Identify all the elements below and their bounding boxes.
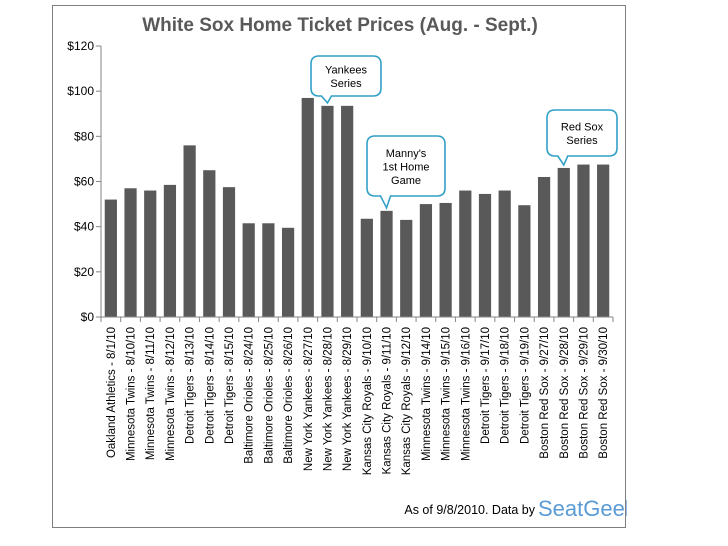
x-tick-label: Minnesota Twins - 9/15/10 [441, 327, 453, 461]
x-tick-label: Boston Red Sox - 9/30/10 [598, 327, 610, 459]
bar [183, 145, 196, 317]
x-tick-label: Detroit Tigers - 8/13/10 [185, 327, 197, 444]
x-tick-label: Oakland Athletics - 8/1/10 [106, 327, 118, 458]
bar [281, 227, 295, 317]
bar [478, 193, 492, 317]
bar [518, 205, 531, 317]
bar [203, 170, 216, 317]
y-tick-label: $100 [67, 84, 94, 98]
callout-bubble [310, 55, 382, 105]
footer: As of 9/8/2010. Data by SeatGeek [404, 496, 627, 521]
x-tick-label: New York Yankees - 8/28/10 [322, 327, 334, 471]
chart-title: White Sox Home Ticket Prices (Aug. - Sep… [142, 15, 538, 36]
bar [577, 164, 590, 317]
chart-svg: White Sox Home Ticket Prices (Aug. - Sep… [67, 15, 627, 521]
bar [557, 167, 570, 317]
x-tick-label: Baltimore Orioles - 8/26/10 [283, 327, 295, 464]
bar [301, 97, 314, 317]
bar [163, 184, 177, 317]
x-tick-label: Boston Red Sox - 9/28/10 [559, 327, 571, 459]
x-tick-label: Minnesota Twins - 8/12/10 [165, 327, 177, 461]
x-tick-label: Kansas City Royals - 9/11/10 [382, 327, 394, 474]
x-tick-label: Baltimore Orioles - 8/25/10 [263, 327, 275, 464]
y-tick-label: $120 [67, 39, 94, 53]
bars [104, 97, 610, 318]
callout-bubble [546, 109, 618, 167]
bar [537, 176, 551, 317]
x-tick-label: Minnesota Twins - 9/16/10 [460, 327, 472, 461]
x-tick-label: Minnesota Twins - 9/14/10 [421, 327, 433, 461]
bar [459, 190, 472, 317]
bar [341, 105, 354, 318]
callout-text: Series [330, 78, 362, 90]
callout-text: 1st Home [382, 161, 429, 173]
x-tick-label: Minnesota Twins - 8/10/10 [126, 327, 138, 461]
bar [400, 219, 413, 317]
seatgeek-logo: SeatGeek [538, 496, 627, 521]
x-tick-label: Detroit Tigers - 9/19/10 [519, 327, 531, 444]
x-tick-label: Kansas City Royals - 9/12/10 [401, 327, 413, 475]
bar [144, 190, 157, 317]
x-axis: Oakland Athletics - 8/1/10 Minnesota Twin… [100, 316, 614, 475]
x-tick-label: Boston Red Sox - 9/29/10 [578, 327, 590, 459]
callout-text: Yankees [325, 65, 367, 77]
callout-text: Red Sox [561, 122, 604, 134]
bar [242, 223, 255, 317]
x-tick-label: Kansas City Royals - 9/10/10 [362, 327, 374, 475]
bar [498, 190, 511, 317]
bar [124, 188, 137, 317]
footer-text: As of 9/8/2010. Data by [404, 503, 535, 517]
x-tick-label: New York Yankees - 8/27/10 [303, 327, 315, 471]
chart-frame: White Sox Home Ticket Prices (Aug. - Sep… [52, 5, 627, 528]
x-tick-label: Baltimore Orioles - 8/24/10 [244, 327, 256, 464]
x-tick-label: Detroit Tigers - 9/17/10 [480, 327, 492, 444]
bar [104, 199, 117, 317]
y-tick-label: $20 [74, 265, 94, 279]
y-tick-label: $0 [81, 310, 95, 324]
bar [439, 202, 452, 317]
bar [380, 210, 393, 317]
x-tick-label: Minnesota Twins - 8/11/10 [145, 327, 157, 460]
bar [262, 223, 275, 317]
callout-text: Game [391, 175, 421, 187]
callout-text: Manny's [386, 148, 427, 160]
y-axis: $0 $20 $40 $60 $80 $100 $120 [67, 39, 102, 324]
y-tick-label: $60 [74, 175, 94, 189]
x-tick-label: Detroit Tigers - 8/14/10 [204, 327, 216, 444]
x-tick-label: Boston Red Sox - 9/27/10 [539, 327, 551, 459]
x-tick-label: Detroit Tigers - 8/15/10 [224, 327, 236, 444]
x-tick-label: New York Yankees - 8/29/10 [342, 327, 354, 471]
y-tick-label: $80 [74, 129, 94, 143]
y-tick-label: $40 [74, 220, 94, 234]
bar [360, 218, 373, 317]
callout-text: Series [566, 135, 598, 147]
callout-bubble [366, 135, 446, 210]
bar [419, 204, 433, 317]
bar [222, 187, 236, 317]
x-tick-label: Detroit Tigers - 9/18/10 [500, 327, 512, 444]
bar [597, 164, 610, 317]
bar [321, 105, 334, 318]
